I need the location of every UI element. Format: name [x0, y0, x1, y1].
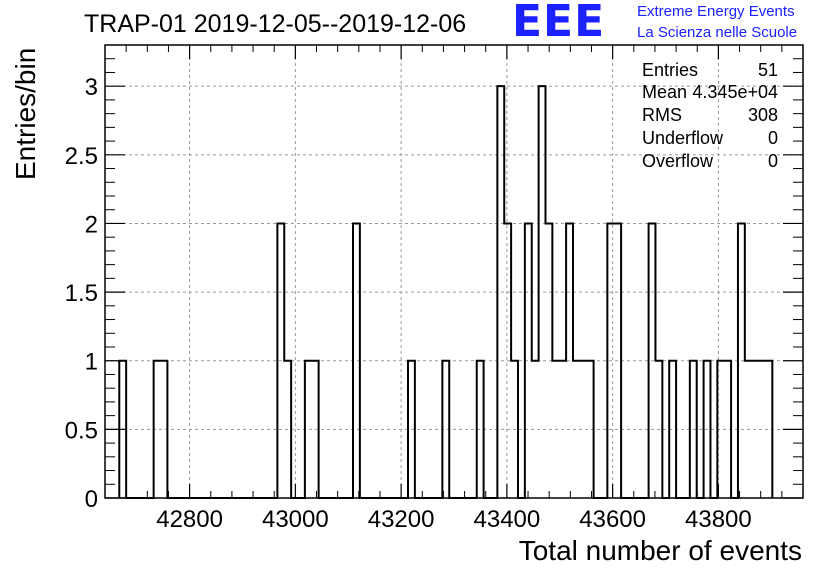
stat-label-mean: Mean: [642, 82, 688, 102]
axis-ticks: [105, 45, 803, 499]
y-tick-label: 1.5: [65, 280, 98, 307]
x-tick-label: 43400: [474, 506, 541, 533]
eee-logo-line-1: Extreme Energy Events: [637, 3, 795, 20]
y-tick-label: 0.5: [65, 417, 98, 444]
y-tick-label: 3: [85, 74, 98, 101]
x-tick-label: 43200: [368, 506, 435, 533]
y-tick-label: 1: [85, 349, 98, 376]
stat-value-underflow: 0: [767, 128, 778, 148]
plot-frame: [104, 44, 804, 499]
eee-logo: EEE: [512, 0, 606, 47]
x-tick-label: 43600: [579, 506, 646, 533]
y-axis-label: Entries/bin: [10, 47, 41, 180]
stat-label-rms: RMS: [642, 105, 682, 125]
x-axis-label: Total number of events: [518, 535, 802, 566]
histogram-outline: [118, 85, 774, 499]
stat-value-overflow: 0: [767, 151, 778, 171]
y-tick-label: 2.5: [65, 143, 98, 170]
x-tick-label: 42800: [156, 506, 223, 533]
chart-title: TRAP-01 2019-12-05--2019-12-06: [84, 10, 467, 38]
stat-value-mean: 4.345e+04: [692, 82, 778, 102]
tick-labels: 0 0.5 1 1.5 2 2.5 3 42800 43000 43200 43400 43600 43…: [65, 74, 752, 533]
y-tick-label: 0: [85, 486, 98, 513]
stat-label-entries: Entries: [642, 60, 699, 80]
stat-value-entries: 51: [757, 60, 778, 80]
x-tick-label: 43000: [262, 506, 329, 533]
y-tick-label: 2: [85, 211, 98, 238]
stat-value-rms: 308: [747, 105, 778, 125]
stat-label-underflow: Underflow: [642, 128, 724, 148]
grid: [105, 45, 803, 498]
eee-logo-line-2: La Scienza nelle Scuole: [637, 24, 798, 41]
stat-label-overflow: Overflow: [642, 151, 714, 171]
x-tick-label: 43800: [685, 506, 752, 533]
